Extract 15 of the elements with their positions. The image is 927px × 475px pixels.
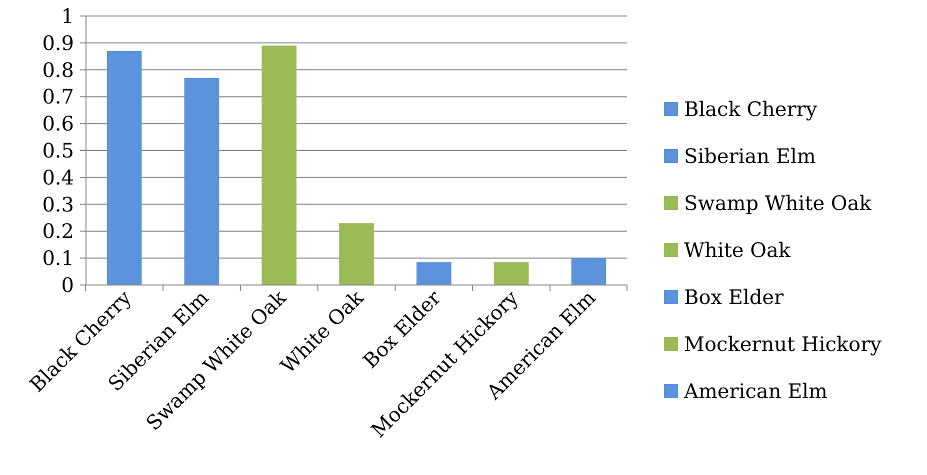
y-tick-label: 0.6	[42, 112, 74, 136]
legend-label: Siberian Elm	[684, 144, 816, 168]
y-tick-label: 1	[61, 4, 74, 28]
y-tick-label: 0	[61, 273, 74, 297]
y-tick-label: 0.8	[42, 58, 74, 82]
legend-label: White Oak	[684, 238, 792, 262]
y-tick-label: 0.2	[42, 219, 74, 244]
y-tick-label: 0.9	[42, 30, 74, 55]
y-tick-label: 0.1	[42, 246, 74, 270]
legend-label: Black Cherry	[684, 97, 818, 121]
y-tick-label: 0.5	[42, 138, 74, 162]
y-tick-label: 0.7	[42, 84, 74, 109]
y-tick-label: 0.4	[42, 165, 74, 190]
legend-label: Swamp White Oak	[684, 191, 872, 215]
y-tick-label: 0.3	[42, 192, 74, 216]
